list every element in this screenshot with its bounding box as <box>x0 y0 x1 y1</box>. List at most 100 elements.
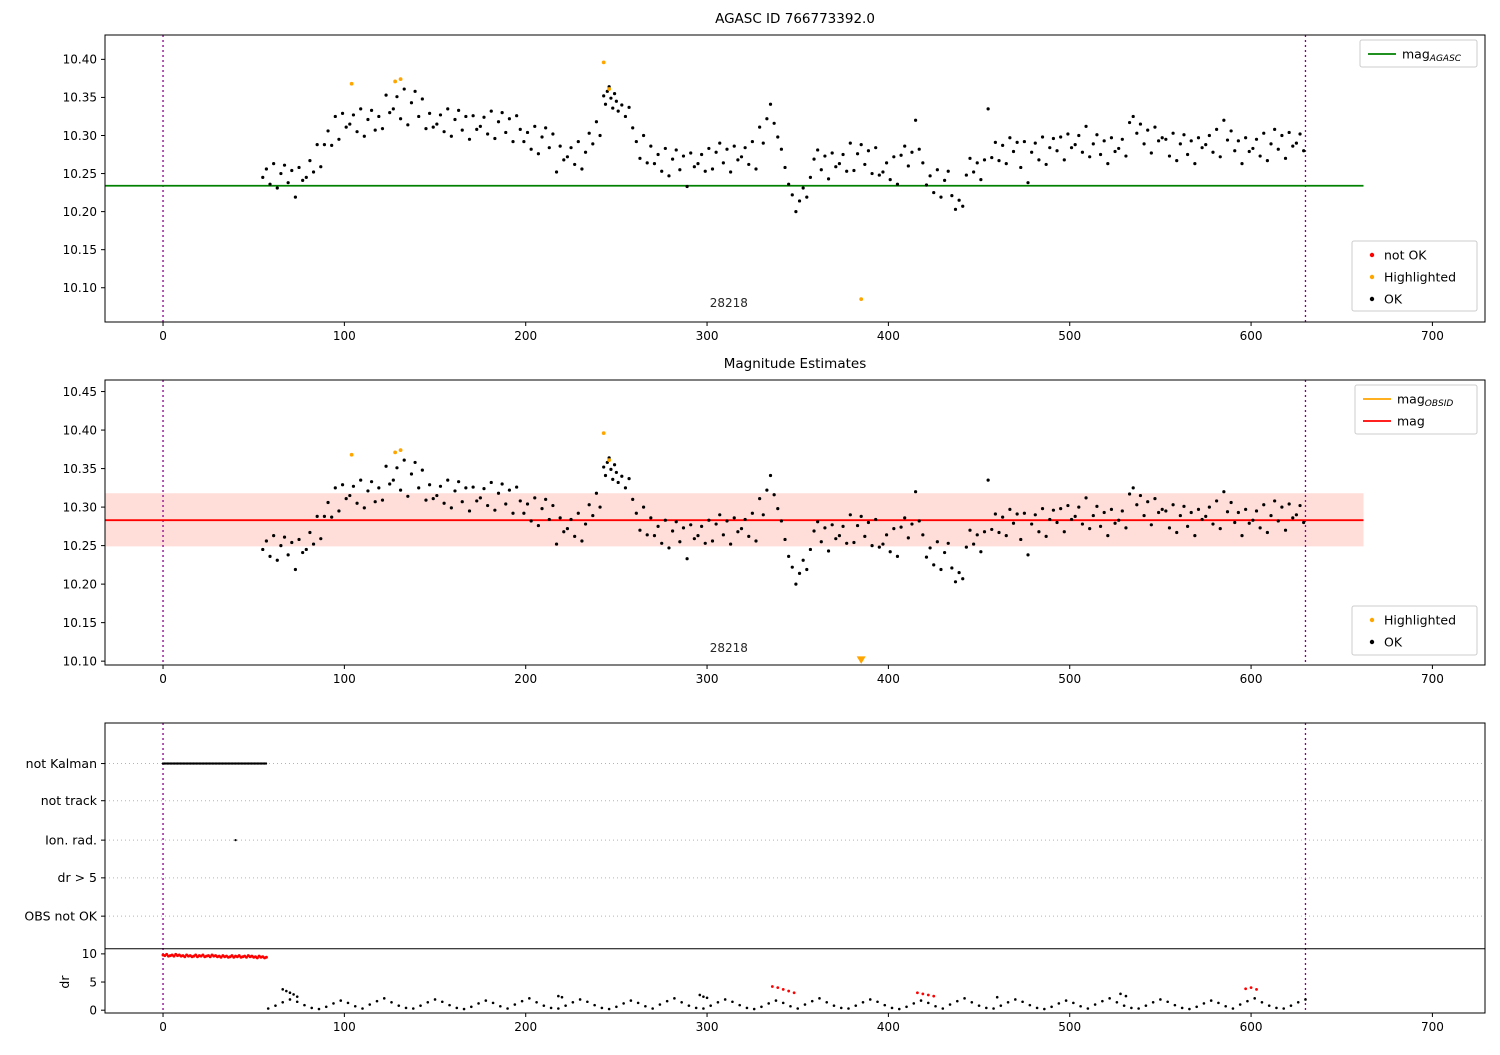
plot2-marker-legend-entry-label: Highlighted <box>1384 612 1456 627</box>
scatter-point <box>982 530 987 534</box>
scatter-point <box>286 553 290 557</box>
dr-point <box>404 1006 408 1010</box>
scatter-point <box>729 542 733 546</box>
scatter-point <box>707 518 711 522</box>
scatter-point <box>906 164 910 168</box>
scatter-point <box>1022 511 1026 515</box>
scatter-point <box>1059 135 1063 139</box>
scatter-point <box>540 135 544 139</box>
scatter-point <box>703 541 707 545</box>
scatter-point <box>729 170 733 174</box>
scatter-point <box>1062 530 1066 534</box>
scatter-point <box>1175 159 1179 163</box>
scatter-point <box>1287 130 1291 135</box>
scatter-point <box>892 155 896 159</box>
plot3-frame <box>104 722 1486 1014</box>
scatter-point <box>547 146 551 150</box>
dr-point <box>985 1006 988 1010</box>
scatter-point <box>573 162 577 167</box>
dr-point <box>1231 1007 1235 1010</box>
dr-point <box>1304 998 1307 1001</box>
scatter-point <box>380 127 385 131</box>
scatter-point <box>964 173 968 177</box>
scatter-point <box>420 468 424 472</box>
dr-point <box>288 998 292 1001</box>
scatter-point <box>1040 135 1045 139</box>
scatter-point <box>874 146 878 150</box>
dr-point <box>1173 1003 1177 1007</box>
x-tick-label: 400 <box>877 329 900 343</box>
dr-point-red <box>1249 986 1253 990</box>
scatter-point <box>398 77 403 82</box>
scatter-point <box>587 131 591 135</box>
scatter-point <box>1066 132 1070 136</box>
scatter-point <box>943 178 947 183</box>
dr-point <box>673 997 676 1000</box>
scatter-point <box>939 195 943 199</box>
scatter-point <box>761 141 765 145</box>
scatter-point <box>1287 502 1291 506</box>
dr-point <box>535 1001 538 1004</box>
scatter-point <box>591 142 595 146</box>
scatter-point <box>304 175 308 179</box>
scatter-point <box>826 177 831 181</box>
scatter-point <box>848 141 852 145</box>
plot2-ok-points <box>261 456 1306 586</box>
plot1-marker-legend-entry-label: OK <box>1384 291 1403 306</box>
scatter-point <box>1044 534 1048 538</box>
dr-point <box>1217 1001 1220 1005</box>
scatter-point <box>899 153 903 157</box>
scatter-point <box>997 530 1001 535</box>
plot1-line-legend-box <box>1359 39 1478 68</box>
scatter-point <box>1088 527 1092 531</box>
scatter-point <box>344 125 348 129</box>
scatter-point <box>652 162 657 166</box>
scatter-point <box>638 156 642 160</box>
scatter-point <box>1062 158 1066 162</box>
scatter-point <box>1008 136 1012 140</box>
dr-point <box>992 1007 995 1010</box>
scatter-point <box>1131 114 1135 119</box>
scatter-point <box>413 89 417 93</box>
dr-point <box>948 1003 952 1006</box>
dr-point <box>292 993 295 996</box>
scatter-point <box>554 542 559 546</box>
scatter-point <box>750 139 754 144</box>
scatter-point <box>301 178 305 183</box>
scatter-point <box>304 547 308 552</box>
scatter-point <box>794 210 798 214</box>
scatter-point <box>442 130 446 134</box>
scatter-point <box>895 554 900 558</box>
scatter-point <box>1030 150 1034 154</box>
x-tick-label: 300 <box>696 672 719 686</box>
scatter-point <box>808 547 813 552</box>
scatter-point <box>670 157 675 161</box>
dr-point <box>1275 1006 1278 1010</box>
scatter-point <box>603 102 608 106</box>
scatter-point <box>489 480 493 485</box>
scatter-point <box>776 507 780 511</box>
dr-point <box>825 1001 829 1004</box>
scatter-point <box>707 146 711 151</box>
scatter-point <box>652 533 657 538</box>
scatter-point <box>507 488 511 492</box>
scatter-point <box>308 159 312 163</box>
plot1-marker-legend-box <box>1351 240 1478 312</box>
dr-point <box>1246 999 1249 1003</box>
y-tick-label: 10.35 <box>63 91 97 105</box>
dr-point <box>440 1000 444 1004</box>
scatter-point <box>402 458 406 462</box>
scatter-point <box>457 108 461 112</box>
scatter-point <box>504 130 508 135</box>
scatter-point <box>641 505 646 509</box>
scatter-point <box>725 519 729 523</box>
scatter-point <box>725 147 729 151</box>
scatter-point <box>362 134 366 138</box>
scatter-point <box>522 139 526 144</box>
scatter-point <box>903 144 907 148</box>
scatter-point <box>1091 513 1095 518</box>
scatter-point <box>315 514 319 518</box>
dr-point-red <box>770 985 774 988</box>
scatter-point <box>1059 507 1063 511</box>
